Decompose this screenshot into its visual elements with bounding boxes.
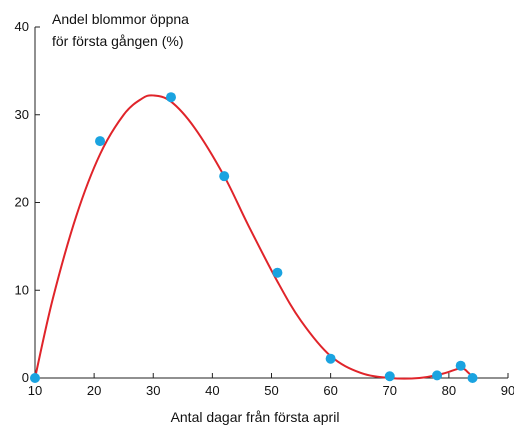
x-tick-label: 60 <box>323 383 337 398</box>
x-axis-title: Antal dagar från första april <box>171 409 340 425</box>
x-tick-label: 40 <box>205 383 219 398</box>
data-point <box>325 353 336 364</box>
x-tick-label: 80 <box>442 383 456 398</box>
y-tick-label: 30 <box>15 107 29 122</box>
y-tick-label: 40 <box>15 19 29 34</box>
y-tick-label: 10 <box>15 282 29 297</box>
data-point <box>219 171 230 182</box>
data-point <box>467 373 478 383</box>
x-tick-label: 10 <box>28 383 42 398</box>
y-tick-label: 0 <box>22 370 29 385</box>
x-tick-label: 50 <box>264 383 278 398</box>
data-point <box>432 370 443 381</box>
data-point <box>455 360 466 371</box>
data-point <box>95 136 106 147</box>
data-point <box>30 373 40 383</box>
data-point <box>272 267 283 278</box>
x-tick-label: 70 <box>383 383 397 398</box>
x-tick-label: 20 <box>87 383 101 398</box>
x-tick-label: 30 <box>146 383 160 398</box>
y-axis-title-line-1: Andel blommor öppna <box>52 11 189 27</box>
data-points <box>30 92 478 383</box>
x-tick-label: 90 <box>501 383 514 398</box>
data-point <box>384 371 395 382</box>
data-point <box>165 92 176 103</box>
y-axis-title-line-2: för första gången (%) <box>52 33 184 49</box>
y-tick-label: 20 <box>15 195 29 210</box>
axes <box>34 27 508 379</box>
